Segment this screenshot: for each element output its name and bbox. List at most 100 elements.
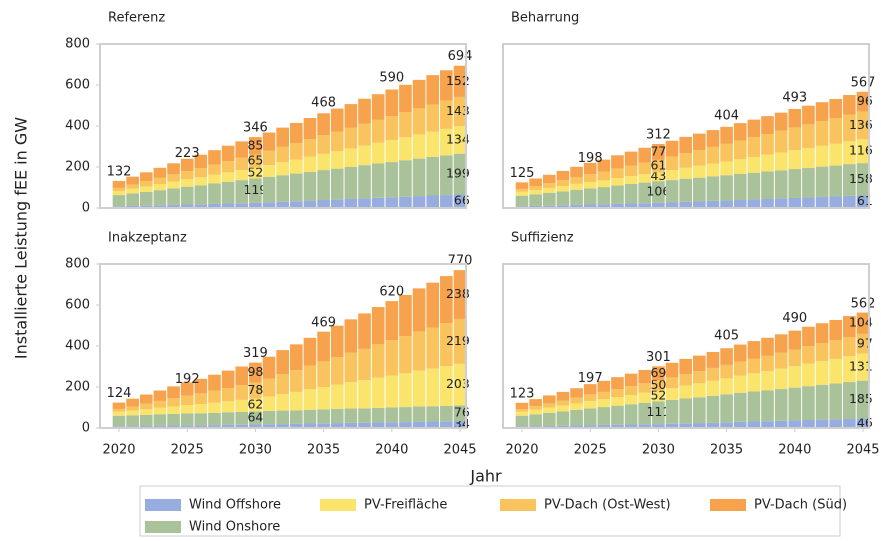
bar-segment xyxy=(624,404,638,425)
bar-segment xyxy=(679,201,692,208)
bar-segment xyxy=(665,170,679,181)
bar-segment xyxy=(802,124,815,149)
bar-segment xyxy=(693,133,706,151)
bar-segment xyxy=(262,165,276,177)
bar-segment xyxy=(638,162,652,175)
bar-segment xyxy=(412,288,426,332)
bar-segment xyxy=(829,340,843,359)
bar-segment xyxy=(583,384,597,395)
bar-segment xyxy=(276,393,289,411)
bar-segment xyxy=(515,182,529,189)
bar-segment xyxy=(194,404,208,414)
bar-segment xyxy=(180,405,194,414)
bar-segment xyxy=(317,153,330,171)
bar-segment xyxy=(802,105,815,125)
bar-segment xyxy=(843,418,856,428)
bar-segment xyxy=(358,380,371,409)
x-tick-label: 2045 xyxy=(846,443,879,458)
bar-segment xyxy=(570,403,583,410)
segment-label: 52 xyxy=(650,388,666,403)
bar-segment xyxy=(194,154,208,169)
bar-segment xyxy=(829,196,843,208)
bar-segment xyxy=(330,168,344,200)
bar-segment xyxy=(358,198,371,208)
bar-segment xyxy=(515,415,529,427)
bar-segment xyxy=(583,181,597,189)
bar-segment xyxy=(112,402,126,409)
bar-segment xyxy=(371,142,385,164)
bar-segment xyxy=(344,127,358,149)
bar-segment xyxy=(112,411,126,416)
bar-segment xyxy=(385,89,399,117)
bar-segment xyxy=(679,385,692,399)
bar-segment xyxy=(221,145,235,162)
total-label: 197 xyxy=(578,371,603,386)
y-tick-label: 200 xyxy=(65,160,90,175)
bar-segment xyxy=(167,398,180,407)
bar-segment xyxy=(371,407,385,423)
bar-segment xyxy=(385,116,399,141)
bar-segment xyxy=(303,118,317,140)
bar-segment xyxy=(249,202,262,208)
bar-segment xyxy=(802,168,815,198)
legend-label: PV-Dach (Ost-West) xyxy=(544,498,671,513)
bar-segment xyxy=(529,406,542,410)
bar-segment xyxy=(426,368,440,407)
bar-segment xyxy=(815,102,829,122)
bar-segment xyxy=(153,177,167,185)
bar-segment xyxy=(167,181,180,189)
bar-segment xyxy=(556,205,570,208)
x-tick-label: 2035 xyxy=(710,443,743,458)
bar-segment xyxy=(843,195,856,208)
bar-segment xyxy=(747,391,761,422)
bar-segment xyxy=(788,420,802,428)
bar-segment xyxy=(180,413,194,426)
segment-label: 143 xyxy=(446,103,470,118)
bar-segment xyxy=(167,406,180,414)
bar-segment xyxy=(597,171,611,181)
bar-segment xyxy=(542,187,556,193)
bar-segment xyxy=(856,163,870,196)
x-tick-label: 2040 xyxy=(375,443,408,458)
total-label: 620 xyxy=(379,284,404,299)
x-tick-label: 2040 xyxy=(778,443,811,458)
bar-segment xyxy=(235,411,249,425)
bar-segment xyxy=(139,409,153,415)
segment-label: 104 xyxy=(849,315,873,330)
bar-segment xyxy=(385,162,399,198)
bar-segment xyxy=(399,373,412,408)
bar-segment xyxy=(652,401,665,425)
bar-segment xyxy=(262,410,276,425)
bar-segment xyxy=(597,407,611,425)
bar-segment xyxy=(371,422,385,428)
bar-segment xyxy=(856,111,870,140)
bar-segment xyxy=(235,180,249,204)
bar-segment xyxy=(843,95,856,115)
bar-segment xyxy=(426,131,440,157)
bar-segment xyxy=(126,398,139,407)
bar-segment xyxy=(221,370,235,389)
y-tick-label: 400 xyxy=(65,119,90,134)
bar-segment xyxy=(652,181,665,203)
bar-segment xyxy=(440,421,453,428)
bar-segment xyxy=(733,159,747,174)
segment-label: 185 xyxy=(849,391,873,406)
bar-segment xyxy=(358,98,371,124)
bar-segment xyxy=(856,91,870,112)
bar-segment xyxy=(597,399,611,408)
bar-segment xyxy=(829,319,843,341)
bar-segment xyxy=(371,307,385,345)
total-label: 490 xyxy=(782,311,807,326)
bar-segment xyxy=(761,421,774,428)
bar-segment xyxy=(235,170,249,181)
bar-segment xyxy=(720,161,733,176)
bar-segment xyxy=(235,141,249,158)
bar-segment xyxy=(139,205,153,208)
bar-segment xyxy=(290,410,303,424)
bar-segment xyxy=(440,405,453,422)
bar-segment xyxy=(829,419,843,428)
bar-segment xyxy=(453,405,467,422)
bar-segment xyxy=(829,143,843,166)
bar-segment xyxy=(679,178,692,202)
bar-segment xyxy=(679,374,692,386)
